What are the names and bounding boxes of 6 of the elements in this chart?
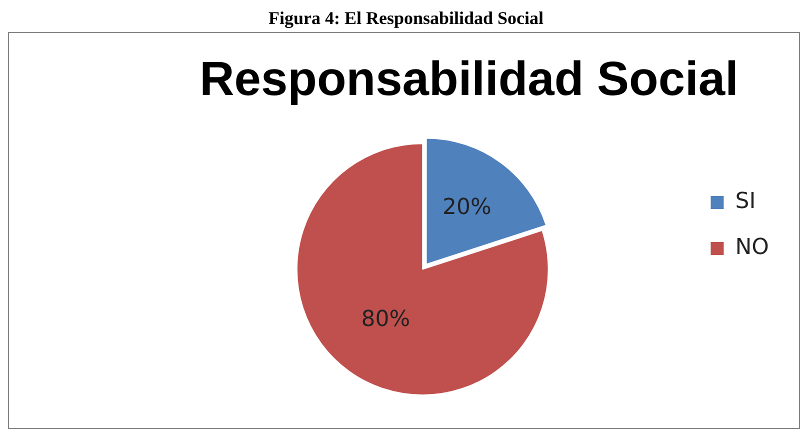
text: Figura 4: El Responsabilidad Social	[267, 8, 545, 30]
chart-title: Responsabilidad Social	[200, 53, 738, 106]
legend-label: NO	[735, 235, 770, 260]
data-label: 20%	[442, 195, 492, 220]
data-label: 80%	[361, 306, 410, 332]
legend-label: SI	[735, 189, 756, 214]
